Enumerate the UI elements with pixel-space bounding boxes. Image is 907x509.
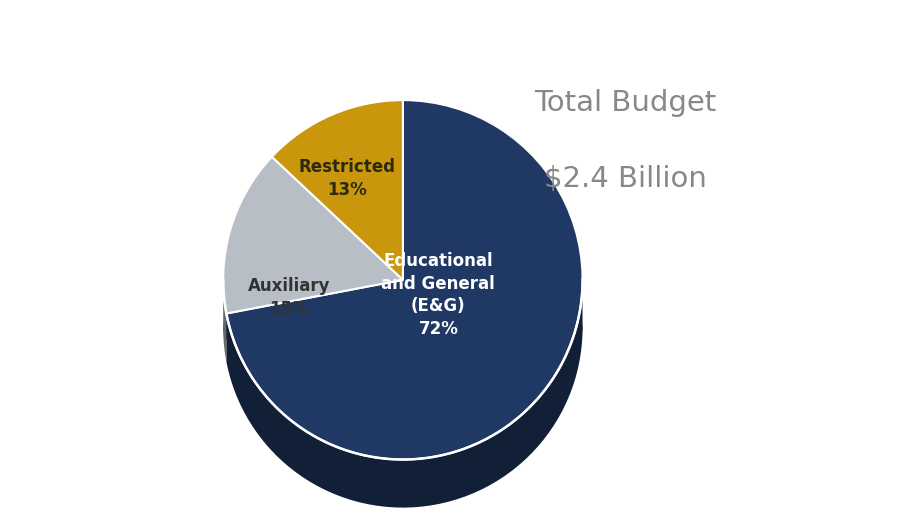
Text: Restricted
13%: Restricted 13%: [298, 158, 395, 199]
Text: Total Budget: Total Budget: [534, 89, 717, 117]
Wedge shape: [227, 100, 582, 460]
Polygon shape: [227, 285, 582, 507]
Text: $2.4 Billion: $2.4 Billion: [544, 164, 707, 192]
Text: Educational
and General
(E&G)
72%: Educational and General (E&G) 72%: [382, 251, 495, 338]
Ellipse shape: [223, 265, 582, 391]
Wedge shape: [223, 157, 403, 314]
Polygon shape: [223, 281, 227, 361]
Wedge shape: [272, 100, 403, 280]
Text: Auxiliary
15%: Auxiliary 15%: [248, 277, 330, 318]
